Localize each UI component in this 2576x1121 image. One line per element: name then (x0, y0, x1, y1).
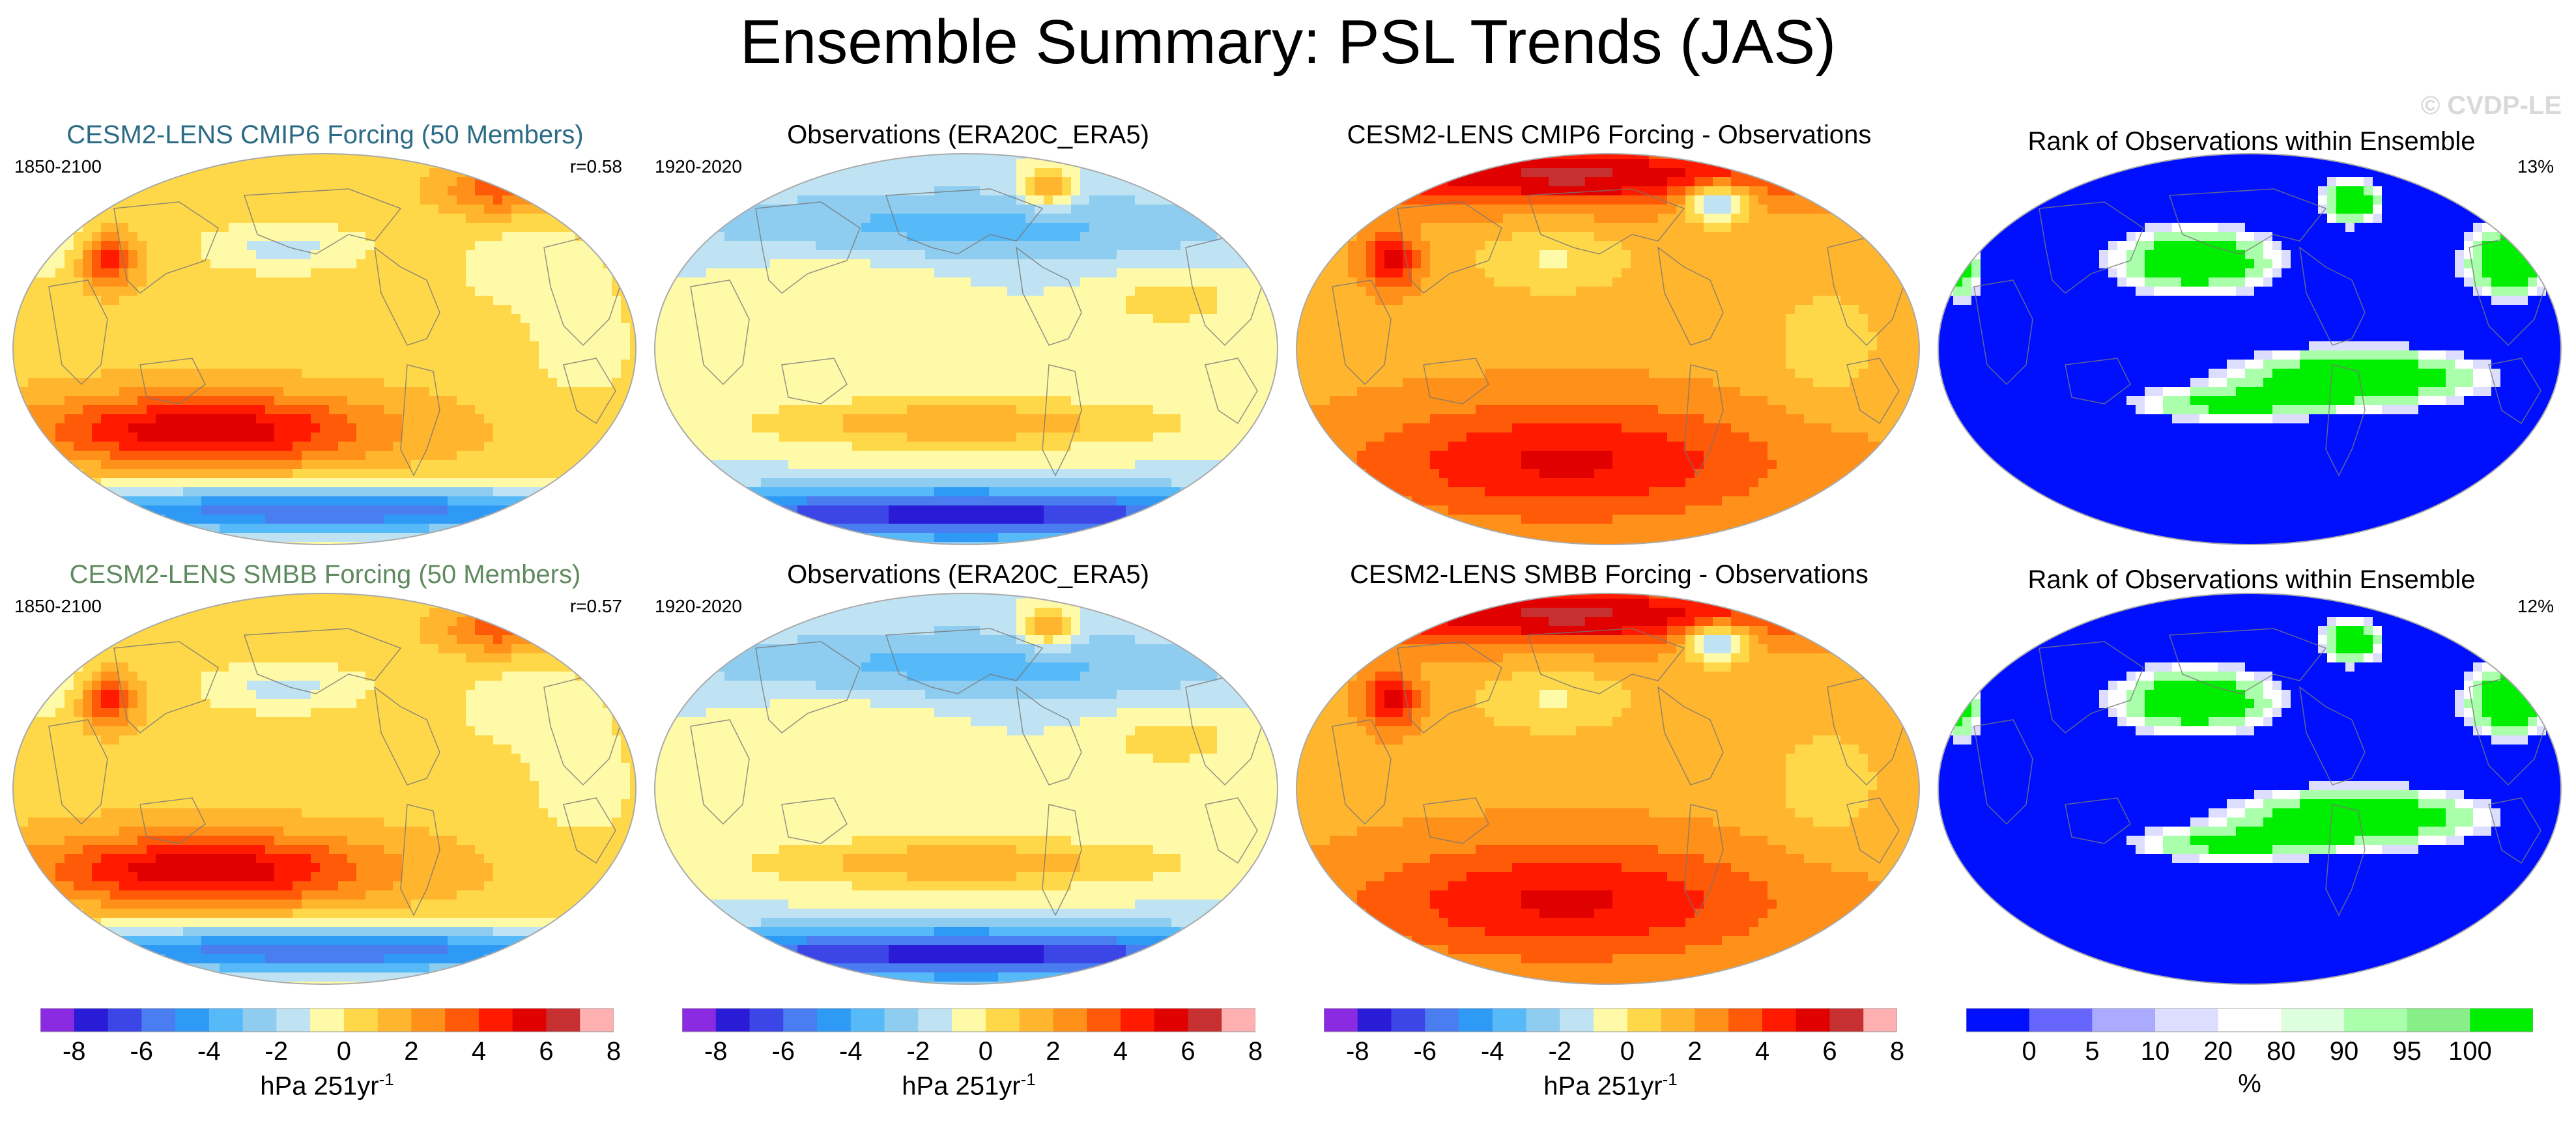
colorbar-tick: 6 (520, 1037, 572, 1066)
colorbar-tick: 0 (2003, 1037, 2055, 1066)
map-observations-r2 (654, 593, 1278, 985)
correlation-label-r2-c1: r=0.57 (557, 596, 622, 617)
panel-title-r1-c3: CESM2-LENS CMIP6 Forcing - Observations (1290, 121, 1928, 150)
colorbar-units-rank: % (1966, 1070, 2533, 1099)
map-rank-cmip6 (1938, 153, 2562, 545)
colorbar-tick: 95 (2381, 1037, 2433, 1066)
colorbar-tick: -2 (250, 1037, 302, 1066)
colorbar-tick: 80 (2255, 1037, 2307, 1066)
colorbar-tick: 4 (1736, 1037, 1788, 1066)
map-trend-smbb (12, 593, 637, 985)
period-label-r1-c2: 1920-2020 (655, 156, 742, 177)
colorbar-tick: -4 (825, 1037, 877, 1066)
colorbar-tick: -6 (757, 1037, 809, 1066)
period-label-r2-c2: 1920-2020 (655, 596, 742, 617)
map-difference-cmip6 (1296, 153, 1920, 545)
colorbar-tick: -8 (690, 1037, 742, 1066)
colorbar-units: hPa 251yr-1 (682, 1070, 1255, 1101)
map-rank-smbb (1938, 593, 2562, 985)
colorbar-units: hPa 251yr-1 (40, 1070, 614, 1101)
period-label-r1-c1: 1850-2100 (14, 156, 102, 177)
colorbar-tick: 4 (453, 1037, 505, 1066)
colorbar-tick: 5 (2066, 1037, 2118, 1066)
colorbar-tick: -2 (1534, 1037, 1586, 1066)
colorbar-tick: 6 (1803, 1037, 1855, 1066)
colorbar-tick: 8 (588, 1037, 640, 1066)
panel-title-r2-c4: Rank of Observations within Ensemble (1932, 565, 2571, 595)
panel-title-r2-c2: Observations (ERA20C_ERA5) (649, 560, 1287, 589)
colorbar-trend-2 (682, 1008, 1255, 1032)
panel-title-r1-c4: Rank of Observations within Ensemble (1932, 127, 2571, 156)
colorbar-tick: 0 (318, 1037, 370, 1066)
panel-title-r2-c3: CESM2-LENS SMBB Forcing - Observations (1290, 560, 1928, 589)
colorbar-trend-3 (1324, 1008, 1897, 1032)
colorbar-tick: 6 (1162, 1037, 1214, 1066)
watermark: © CVDP-LE (2421, 91, 2562, 121)
map-difference-smbb (1296, 593, 1920, 985)
panel-title-r1-c2: Observations (ERA20C_ERA5) (649, 121, 1287, 150)
colorbar-tick: 100 (2444, 1037, 2496, 1066)
colorbar-tick: 20 (2192, 1037, 2244, 1066)
panel-title-r2-c1: CESM2-LENS SMBB Forcing (50 Members) (6, 560, 644, 589)
colorbar-tick: 8 (1871, 1037, 1923, 1066)
colorbar-trend-1 (40, 1008, 614, 1032)
colorbar-tick: -8 (1332, 1037, 1384, 1066)
colorbar-tick: -4 (1467, 1037, 1519, 1066)
main-title: Ensemble Summary: PSL Trends (JAS) (0, 7, 2576, 78)
colorbar-tick: 2 (1668, 1037, 1721, 1066)
colorbar-tick: -4 (183, 1037, 235, 1066)
rank-percent-r1-c4: 13% (2489, 156, 2554, 177)
rank-percent-r2-c4: 12% (2489, 596, 2554, 617)
period-label-r2-c1: 1850-2100 (14, 596, 102, 617)
correlation-label-r1-c1: r=0.58 (557, 156, 622, 177)
colorbar-rank (1966, 1008, 2533, 1032)
colorbar-units: hPa 251yr-1 (1324, 1070, 1897, 1101)
colorbar-tick: 4 (1095, 1037, 1147, 1066)
colorbar-tick: 90 (2318, 1037, 2370, 1066)
colorbar-tick: -8 (48, 1037, 100, 1066)
colorbar-tick: 0 (1601, 1037, 1653, 1066)
colorbar-tick: 10 (2129, 1037, 2181, 1066)
panel-title-r1-c1: CESM2-LENS CMIP6 Forcing (50 Members) (6, 121, 644, 150)
colorbar-tick: -6 (1399, 1037, 1451, 1066)
map-trend-cmip6 (12, 153, 637, 545)
colorbar-tick: 2 (385, 1037, 437, 1066)
colorbar-tick: -6 (115, 1037, 167, 1066)
colorbar-tick: 0 (960, 1037, 1012, 1066)
colorbar-tick: 2 (1027, 1037, 1079, 1066)
colorbar-tick: 8 (1229, 1037, 1281, 1066)
map-observations-r1 (654, 153, 1278, 545)
colorbar-tick: -2 (892, 1037, 944, 1066)
